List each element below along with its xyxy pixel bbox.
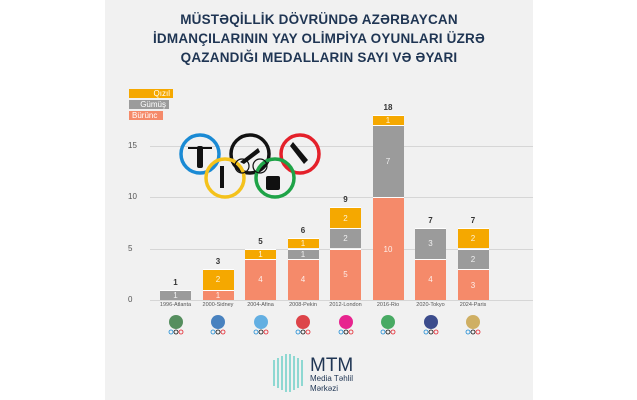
x-tick-label: 2004-Afina	[247, 302, 274, 308]
bar-segment: 3	[457, 269, 489, 300]
bar-segment: 1	[160, 289, 191, 300]
bar-total-label: 1	[173, 277, 178, 287]
bar-segment: 4	[287, 258, 319, 300]
bar-total-label: 9	[343, 195, 348, 205]
legend-gold: Qızıl	[129, 89, 173, 98]
bar-segment: 4	[245, 258, 276, 300]
bar-total-label: 5	[258, 236, 263, 246]
brand-sub2: Mərkəzi	[310, 384, 338, 393]
gridline	[150, 197, 533, 198]
bar-segment: 1	[372, 114, 404, 125]
bar-segment: 5	[330, 248, 361, 300]
x-tick-label: 2000-Sidney	[202, 302, 234, 308]
bar-segment: 1	[287, 238, 319, 249]
chart-title: MÜSTƏQİLLİK DÖVRÜNDƏ AZƏRBAYCAN İDMANÇIL…	[105, 10, 533, 67]
games-logo-icon	[461, 312, 485, 336]
bar-segment: 2	[330, 207, 361, 228]
bar-segment: 1	[202, 289, 234, 300]
bar-segment: 3	[415, 227, 446, 259]
bar-segment: 10	[372, 197, 404, 300]
olympic-rings-icon	[179, 133, 321, 199]
x-tick-label: 2020-Tokyo	[416, 302, 445, 308]
gridline	[150, 145, 533, 147]
bar-total-label: 7	[470, 215, 476, 225]
bar-total-label: 7	[428, 215, 433, 225]
y-tick-label: 10	[128, 192, 137, 201]
bar-segment: 1	[245, 248, 276, 259]
bar-segment: 2	[457, 227, 489, 249]
bar-segment: 2	[330, 227, 361, 249]
mtm-logo: MTM Media Təhlil Mərkəzi	[273, 354, 353, 393]
games-logo-icon	[164, 312, 188, 336]
legend-silver: Gümüş	[129, 100, 169, 109]
bar-segment: 2	[457, 248, 489, 270]
brand-name: MTM	[310, 355, 353, 376]
x-tick-label: 2012-London	[329, 302, 362, 308]
x-tick-label: 2016-Rio	[376, 302, 400, 308]
games-logo-icon	[376, 312, 400, 336]
y-tick-label: 5	[128, 243, 133, 253]
y-tick-label: 15	[128, 140, 137, 150]
y-tick-label: 0	[128, 295, 133, 304]
bar-total-label: 18	[383, 102, 393, 112]
legend: Qızıl Gümüş Bürünc	[129, 89, 173, 122]
bar-segment: 1	[287, 248, 319, 259]
legend-bronze: Bürünc	[129, 111, 163, 120]
x-tick-label: 2024-Paris	[459, 302, 487, 308]
title-line-2: İDMANÇILARININ YAY OLİMPİYA OYUNLARI ÜZR…	[152, 31, 486, 46]
games-logo-icon	[291, 312, 315, 336]
games-logo-icon	[419, 312, 443, 336]
infographic-panel	[105, 0, 533, 400]
bar-total-label: 6	[300, 226, 306, 236]
x-tick-label: 1996-Atlanta	[159, 302, 192, 308]
bar-segment: 2	[202, 269, 234, 290]
bar-total-label: 3	[215, 257, 221, 267]
gridline	[150, 300, 533, 301]
mtm-pattern-icon	[273, 354, 303, 392]
title-line-1: MÜSTƏQİLLİK DÖVRÜNDƏ AZƏRBAYCAN	[180, 12, 458, 27]
title-line-3: QAZANDIĞI MEDALLARIN SAYI VƏ ƏYARI	[180, 50, 458, 65]
x-tick-label: 2008-Pekin	[289, 302, 317, 308]
bar-segment: 7	[372, 124, 404, 197]
games-logo-icon	[206, 312, 230, 336]
bar-segment: 4	[415, 258, 446, 300]
games-logo-icon	[334, 312, 358, 336]
brand-sub1: Media Təhlil	[310, 374, 353, 383]
games-logo-icon	[249, 312, 273, 336]
